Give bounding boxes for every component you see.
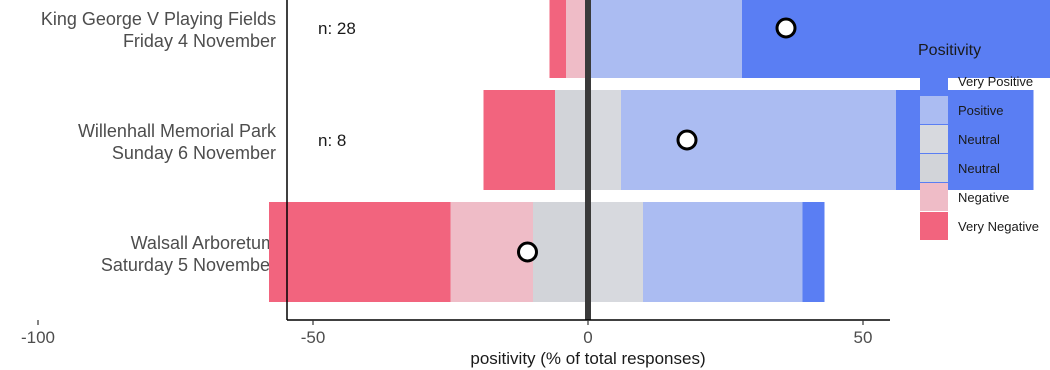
mean-marker [775, 17, 797, 39]
legend-swatch [920, 125, 948, 153]
category-label: Saturday 5 November [101, 255, 276, 275]
legend-title: Positivity [918, 42, 981, 59]
legend-swatch [920, 96, 948, 124]
bar-segment [621, 90, 896, 190]
category-label: Sunday 6 November [112, 143, 276, 163]
bar-segment [588, 202, 643, 302]
legend-label: Very Positive [958, 74, 1033, 89]
legend-swatch [920, 154, 948, 182]
category-label: Walsall Arboretum [131, 233, 276, 253]
x-tick-label: -50 [301, 328, 326, 347]
bar-segment [588, 90, 621, 190]
category-label: Willenhall Memorial Park [78, 121, 277, 141]
legend-label: Negative [958, 190, 1009, 205]
sample-size-label: n: 8 [318, 131, 346, 150]
x-tick-label: -100 [21, 328, 55, 347]
legend-label: Neutral [958, 161, 1000, 176]
bar-segment [896, 90, 1034, 190]
bar-segment [483, 90, 555, 190]
legend-label: Neutral [958, 132, 1000, 147]
x-axis-title: positivity (% of total responses) [470, 349, 705, 368]
category-label: King George V Playing Fields [41, 9, 276, 29]
bar-segment [742, 0, 1050, 78]
bar-segment [269, 202, 451, 302]
mean-marker [517, 241, 538, 263]
bar-segment [549, 0, 566, 78]
mean-marker [676, 129, 698, 151]
legend-label: Very Negative [958, 219, 1039, 234]
bar-segment [643, 202, 803, 302]
sample-size-label: n: 28 [318, 19, 356, 38]
bar-segment [555, 90, 588, 190]
legend-swatch [920, 183, 948, 211]
bar-segment [533, 202, 588, 302]
bar-segment [566, 0, 588, 78]
legend-swatch [920, 212, 948, 240]
x-tick-label: 0 [583, 328, 592, 347]
legend-swatch [920, 67, 948, 95]
bar-segment [802, 202, 825, 302]
x-tick-label: 50 [854, 328, 873, 347]
legend-label: Positive [958, 103, 1004, 118]
category-label: Friday 4 November [123, 31, 276, 51]
bar-segment [588, 0, 742, 78]
